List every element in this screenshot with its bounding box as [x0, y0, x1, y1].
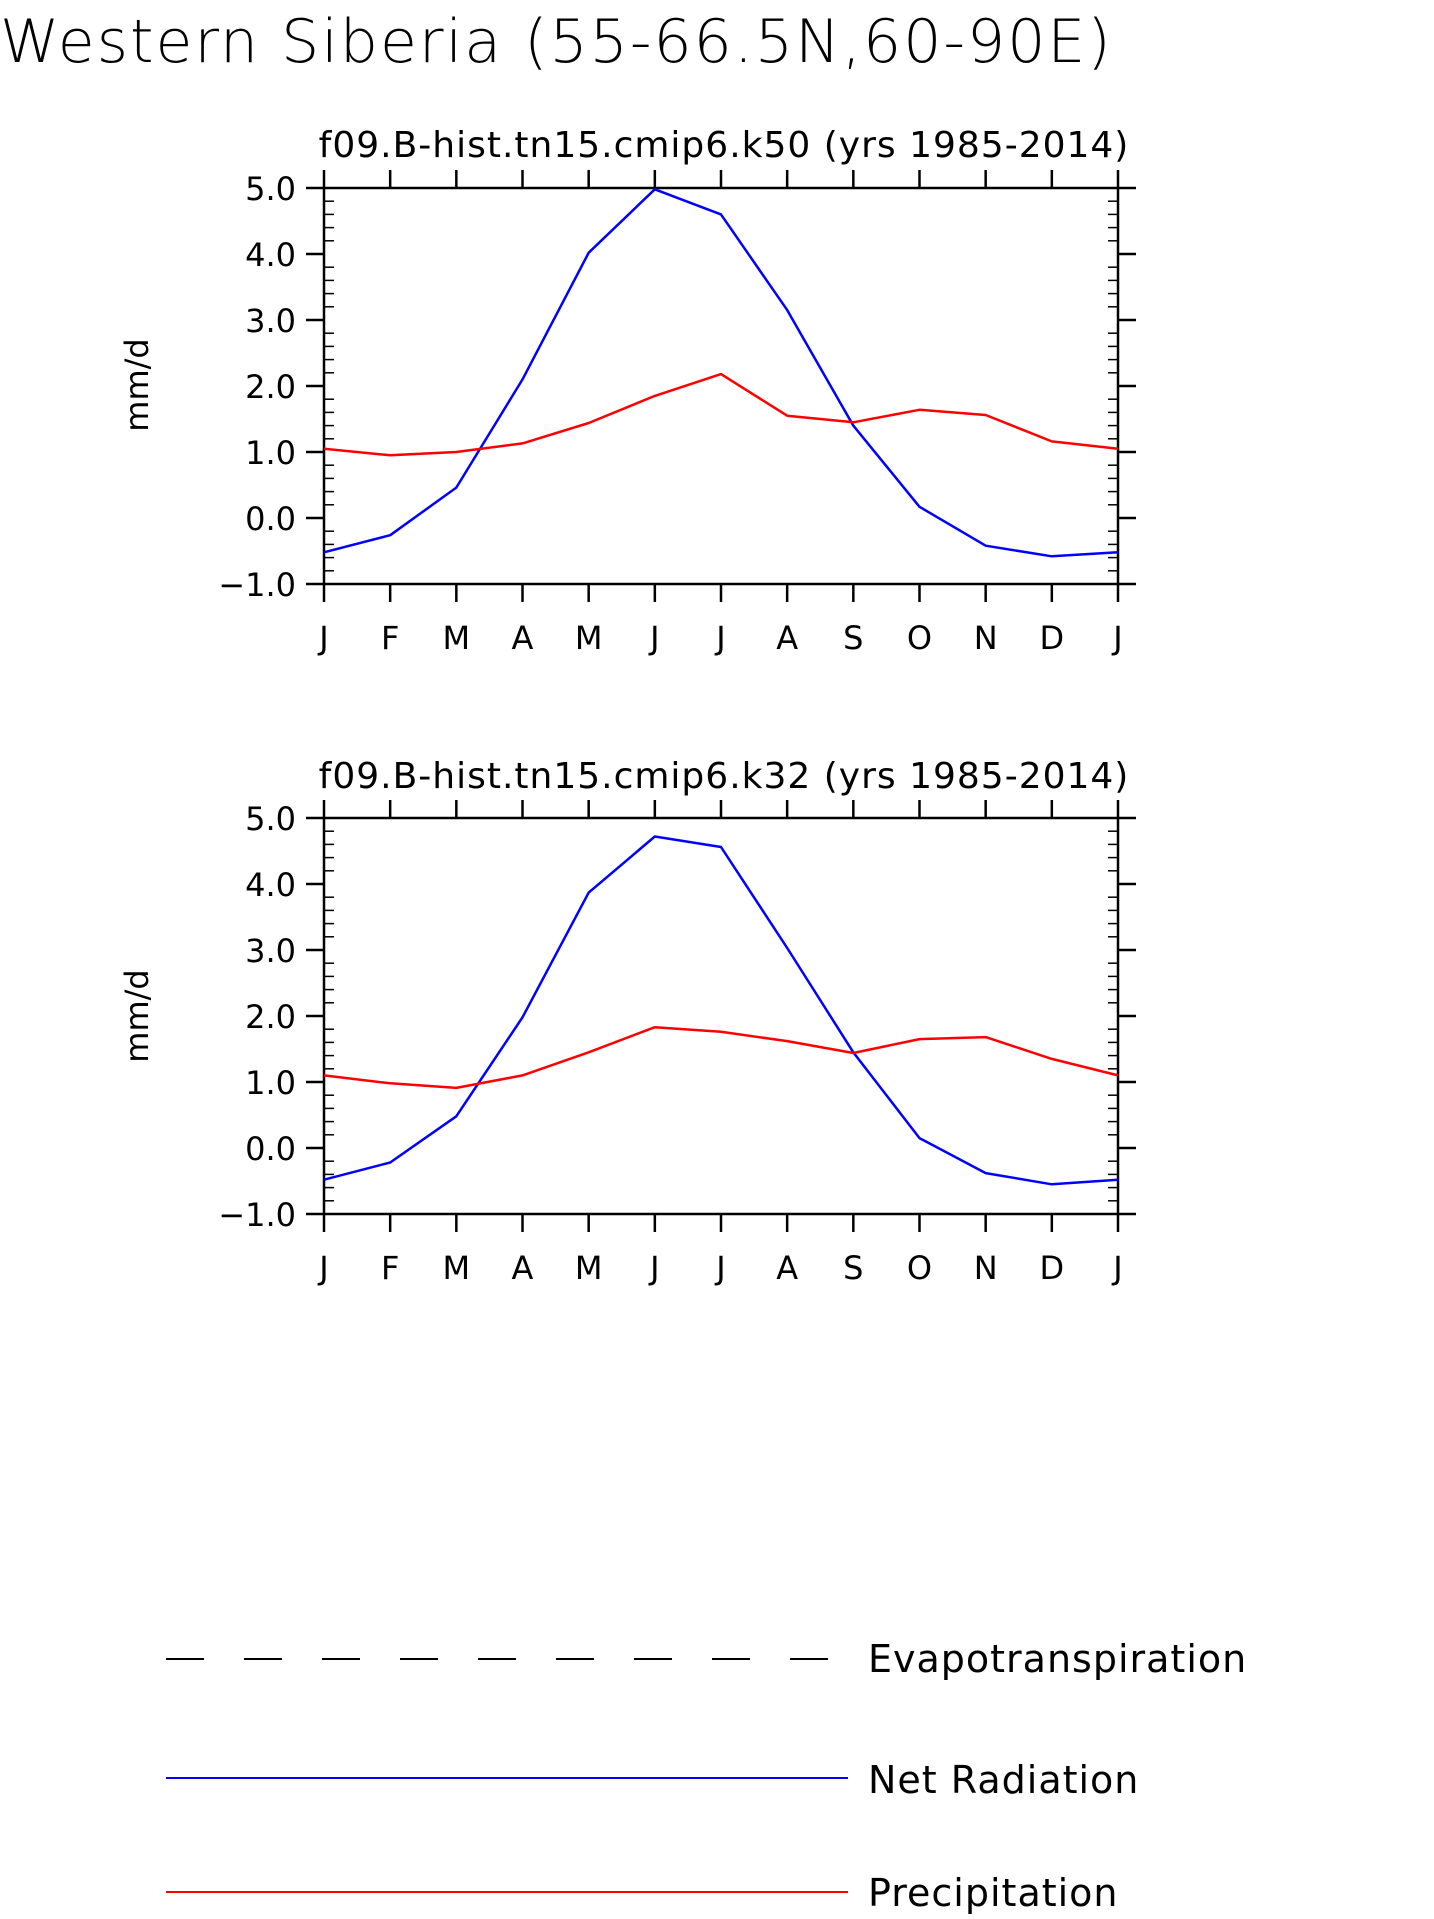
y-tick-label: 5.0 — [245, 170, 296, 208]
y-tick-label: 4.0 — [245, 236, 296, 274]
y-tick-label: 0.0 — [245, 1130, 296, 1168]
x-tick-label: J — [648, 1249, 659, 1287]
series-line-precipitation — [323, 1025, 1119, 1090]
x-tick-label: O — [907, 1249, 932, 1287]
x-tick-label: J — [317, 619, 328, 657]
x-tick-label: F — [381, 619, 399, 657]
legend: Evapotranspiration Net Radiation Precipi… — [166, 1637, 1247, 1915]
y-tick-label: 1.0 — [245, 1064, 296, 1102]
x-tick-label: J — [1111, 1249, 1122, 1287]
y-tick-label: −1.0 — [218, 1196, 296, 1234]
x-tick-label: S — [843, 1249, 863, 1287]
x-tick-label: M — [443, 619, 471, 657]
x-tick-label: J — [714, 1249, 725, 1287]
x-tick-label: O — [907, 619, 932, 657]
series-line-net-radiation — [323, 188, 1119, 558]
panel-title: f09.B-hist.tn15.cmip6.k32 (yrs 1985-2014… — [319, 756, 1130, 797]
panel-k32: f09.B-hist.tn15.cmip6.k32 (yrs 1985-2014… — [118, 756, 1136, 1287]
legend-label-precipitation: Precipitation — [868, 1871, 1119, 1915]
series-line-net-radiation — [323, 835, 1119, 1186]
y-tick-label: −1.0 — [218, 566, 296, 604]
y-axis-label: mm/d — [118, 338, 156, 431]
x-tick-label: M — [575, 1249, 603, 1287]
legend-label-net-radiation: Net Radiation — [868, 1758, 1139, 1802]
y-tick-label: 0.0 — [245, 500, 296, 538]
x-tick-label: N — [974, 619, 998, 657]
y-tick-label: 2.0 — [245, 368, 296, 406]
legend-label-evapotranspiration: Evapotranspiration — [868, 1637, 1247, 1681]
y-tick-label: 2.0 — [245, 998, 296, 1036]
x-tick-label: J — [714, 619, 725, 657]
figure-title: Western Siberia (55-66.5N,60-90E) — [0, 7, 1113, 77]
x-tick-label: M — [443, 1249, 471, 1287]
y-tick-label: 5.0 — [245, 800, 296, 838]
x-tick-label: A — [512, 619, 534, 657]
x-tick-label: J — [317, 1249, 328, 1287]
x-tick-label: F — [381, 1249, 399, 1287]
y-tick-label: 3.0 — [245, 302, 296, 340]
x-tick-label: J — [648, 619, 659, 657]
x-tick-label: N — [974, 1249, 998, 1287]
y-tick-label: 1.0 — [245, 434, 296, 472]
x-tick-label: S — [843, 619, 863, 657]
y-tick-label: 4.0 — [245, 866, 296, 904]
x-tick-label: A — [776, 1249, 798, 1287]
x-tick-label: D — [1040, 619, 1065, 657]
x-tick-label: J — [1111, 619, 1122, 657]
x-tick-label: D — [1040, 1249, 1065, 1287]
x-tick-label: A — [776, 619, 798, 657]
series-line-precipitation — [323, 372, 1119, 457]
y-axis-label: mm/d — [118, 969, 156, 1062]
panel-k50: f09.B-hist.tn15.cmip6.k50 (yrs 1985-2014… — [118, 125, 1136, 657]
y-tick-label: 3.0 — [245, 932, 296, 970]
x-tick-label: M — [575, 619, 603, 657]
panel-title: f09.B-hist.tn15.cmip6.k50 (yrs 1985-2014… — [319, 125, 1130, 166]
x-tick-label: A — [512, 1249, 534, 1287]
